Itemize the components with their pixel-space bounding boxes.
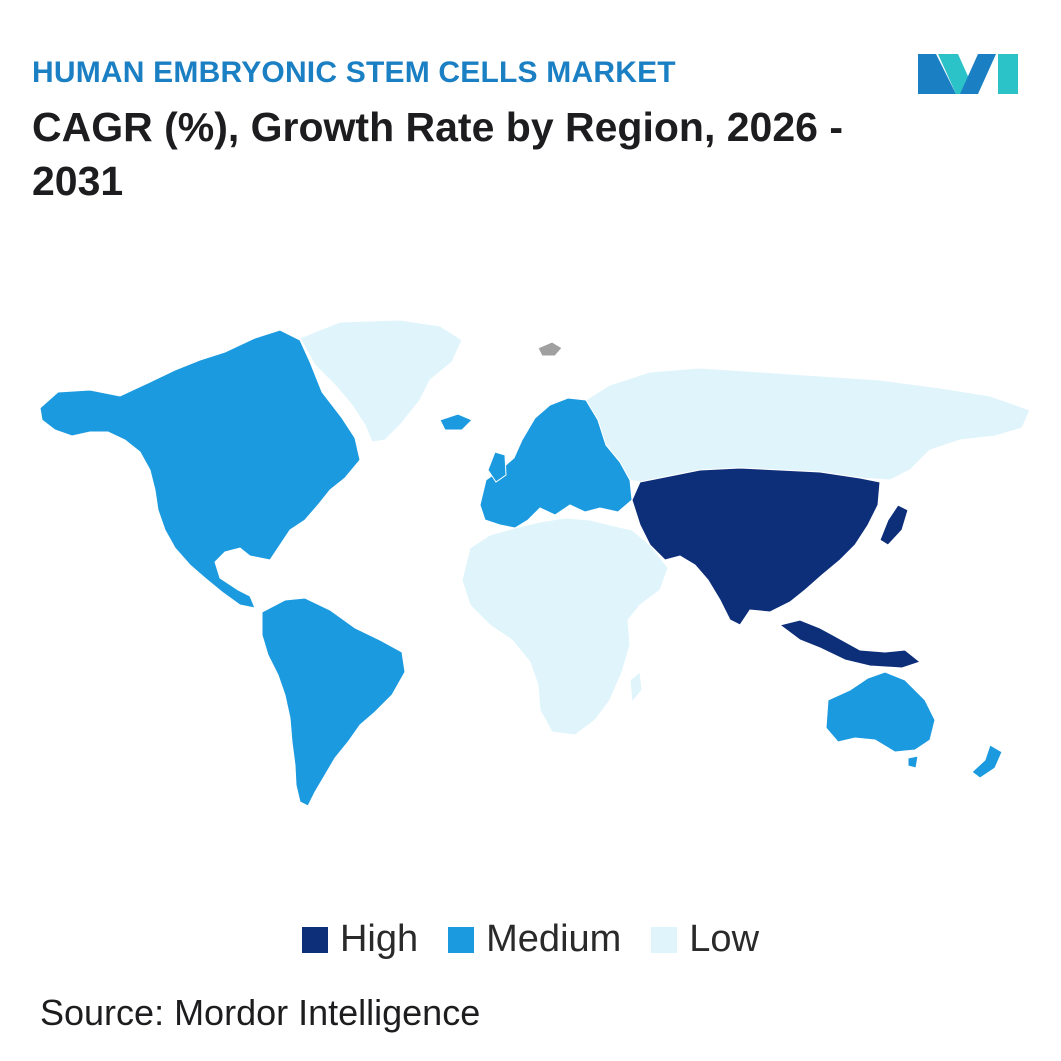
region-japan [879, 504, 909, 546]
source-note: Source: Mordor Intelligence [40, 992, 481, 1033]
region-tasmania [907, 755, 919, 769]
region-uk [487, 451, 507, 483]
legend-item-low: Low [651, 918, 759, 961]
region-svalbard [537, 341, 563, 357]
region-new-zealand [971, 744, 1003, 779]
legend-swatch [301, 926, 328, 953]
region-iceland [439, 413, 473, 431]
region-middle-east-africa [461, 517, 669, 736]
legend-label: Low [689, 918, 760, 960]
region-russia [585, 367, 1031, 483]
map-legend: High Medium Low [0, 918, 1061, 961]
region-south-america [261, 597, 406, 807]
legend-item-medium: Medium [448, 918, 621, 961]
legend-label: High [339, 918, 419, 960]
report-eyebrow: HUMAN EMBRYONIC STEM CELLS MARKET [32, 56, 676, 89]
legend-swatch [651, 926, 678, 953]
region-north-america [39, 329, 361, 609]
legend-swatch [448, 926, 475, 953]
region-australia [825, 671, 936, 753]
region-southeast-asia-islands [778, 619, 922, 669]
legend-label: Medium [486, 918, 622, 960]
mordor-intelligence-logo-icon [918, 54, 1018, 94]
region-madagascar [629, 671, 643, 704]
world-map [39, 319, 1031, 807]
chart-title: CAGR (%), Growth Rate by Region, 2026 - … [32, 104, 843, 204]
region-asia-pacific [631, 467, 881, 626]
legend-item-high: High [301, 918, 419, 961]
region-greenland [299, 319, 463, 443]
